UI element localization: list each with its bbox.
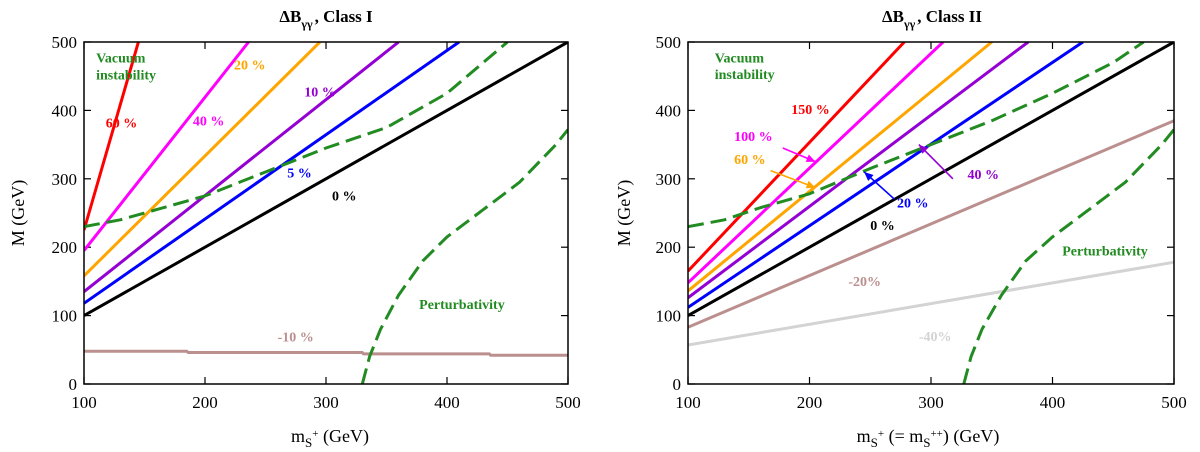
annotation-40-pct: 40 %: [193, 114, 225, 129]
x-tick-label: 100: [71, 393, 97, 412]
annotation-10-pct: 10 %: [304, 86, 336, 101]
y-axis-label: M (GeV): [614, 180, 635, 246]
chart-panel-class-2: ΔBγγ, Class II mS+ (= mS++) (GeV) M (GeV…: [614, 7, 1187, 450]
annotation-60-pct: 60 %: [106, 117, 138, 132]
arrow-head: [864, 171, 874, 181]
series-line-100-pct: [688, 42, 945, 284]
series-line-20-pct: [84, 42, 321, 277]
plot-frame: [83, 41, 569, 385]
annotation-perturbativity: Perturbativity: [1062, 244, 1148, 259]
series-line-40-pct: [688, 42, 1030, 299]
series-line-20-pct: [688, 42, 1084, 309]
chart-panel-class-1: ΔBγγ, Class I mS+ (GeV) M (GeV) 100 200 30…: [8, 7, 581, 450]
x-tick-label: 300: [313, 393, 339, 412]
y-tick-label: 0: [69, 375, 78, 394]
series-line-vacuum-instability: [84, 42, 509, 229]
y-tick-label: 200: [656, 238, 682, 257]
x-tick-label: 400: [1040, 393, 1066, 412]
series-line-60-pct: [688, 42, 993, 293]
annotation-vacuum: Vacuum: [96, 52, 146, 67]
annotation-vacuum: Vacuum: [715, 52, 765, 67]
annotation-layer: Vacuum instability 60 % 40 % 20 % 10 % 5 % 0 % P…: [96, 52, 505, 346]
x-tick-label: 100: [675, 393, 701, 412]
x-tick-label: 300: [918, 393, 944, 412]
annotation-instability: instability: [715, 68, 775, 83]
series-line-40-pct: [84, 42, 250, 252]
annotation-0-pct: 0 %: [870, 219, 895, 234]
annotation-20-pct: 20 %: [897, 197, 929, 212]
annotation-150-pct: 150 %: [791, 103, 830, 118]
chart-title: ΔBγγ, Class II: [882, 7, 982, 31]
y-tick-label: 100: [656, 307, 682, 326]
x-axis-label: mS+ (GeV): [291, 426, 369, 450]
y-tick-label: 300: [52, 170, 78, 189]
x-tick-label: 500: [555, 393, 581, 412]
annotation-20pct: -20%: [848, 275, 881, 290]
annotation-100-pct: 100 %: [734, 130, 773, 145]
annotation-40-pct: 40 %: [967, 168, 999, 183]
plot-frame: [687, 41, 1175, 385]
arrow-head: [805, 180, 816, 189]
annotation-40pct: -40%: [919, 330, 952, 345]
annotation-5-pct: 5 %: [287, 166, 312, 181]
arrow-head: [805, 154, 816, 162]
y-tick-label: 500: [656, 33, 682, 52]
series-line-perturbativity: [360, 128, 568, 384]
chart-title: ΔBγγ, Class I: [279, 7, 373, 31]
series-line-20pct: [688, 119, 1174, 329]
series-line-0-pct: [688, 42, 1174, 317]
x-tick-label: 500: [1161, 393, 1187, 412]
series-line-5-pct: [84, 42, 460, 305]
y-tick-label: 200: [52, 238, 78, 257]
y-tick-label: 400: [52, 101, 78, 120]
annotation-10-pct: -10 %: [278, 331, 314, 346]
annotation-instability: instability: [96, 69, 156, 84]
arrow-head: [918, 144, 929, 154]
series-line-vacuum-instability: [688, 42, 1145, 229]
y-tick-label: 300: [656, 170, 682, 189]
series-line-10-pct: [84, 42, 400, 293]
series-line-0-pct: [84, 42, 568, 317]
series-line-40pct: [688, 260, 1174, 347]
x-tick-label: 400: [434, 393, 460, 412]
series-line-60-pct: [84, 42, 140, 231]
x-axis-label: mS+ (= mS++) (GeV): [857, 426, 1000, 450]
annotation-20-pct: 20 %: [234, 58, 265, 73]
series-line-10-pct: [84, 349, 568, 357]
y-axis-label: M (GeV): [8, 180, 29, 246]
y-tick-label: 500: [52, 33, 78, 52]
series-layer: [84, 42, 568, 384]
x-tick-label: 200: [192, 393, 218, 412]
annotation-perturbativity: Perturbativity: [419, 298, 505, 313]
y-tick-label: 100: [52, 307, 78, 326]
y-tick-label: 400: [656, 101, 682, 120]
y-tick-label: 0: [673, 375, 682, 394]
annotation-0-pct: 0 %: [332, 190, 357, 205]
series-line-150-pct: [688, 42, 906, 273]
x-tick-label: 200: [797, 393, 823, 412]
annotation-60-pct: 60 %: [734, 153, 766, 168]
series-layer: [688, 42, 1174, 384]
